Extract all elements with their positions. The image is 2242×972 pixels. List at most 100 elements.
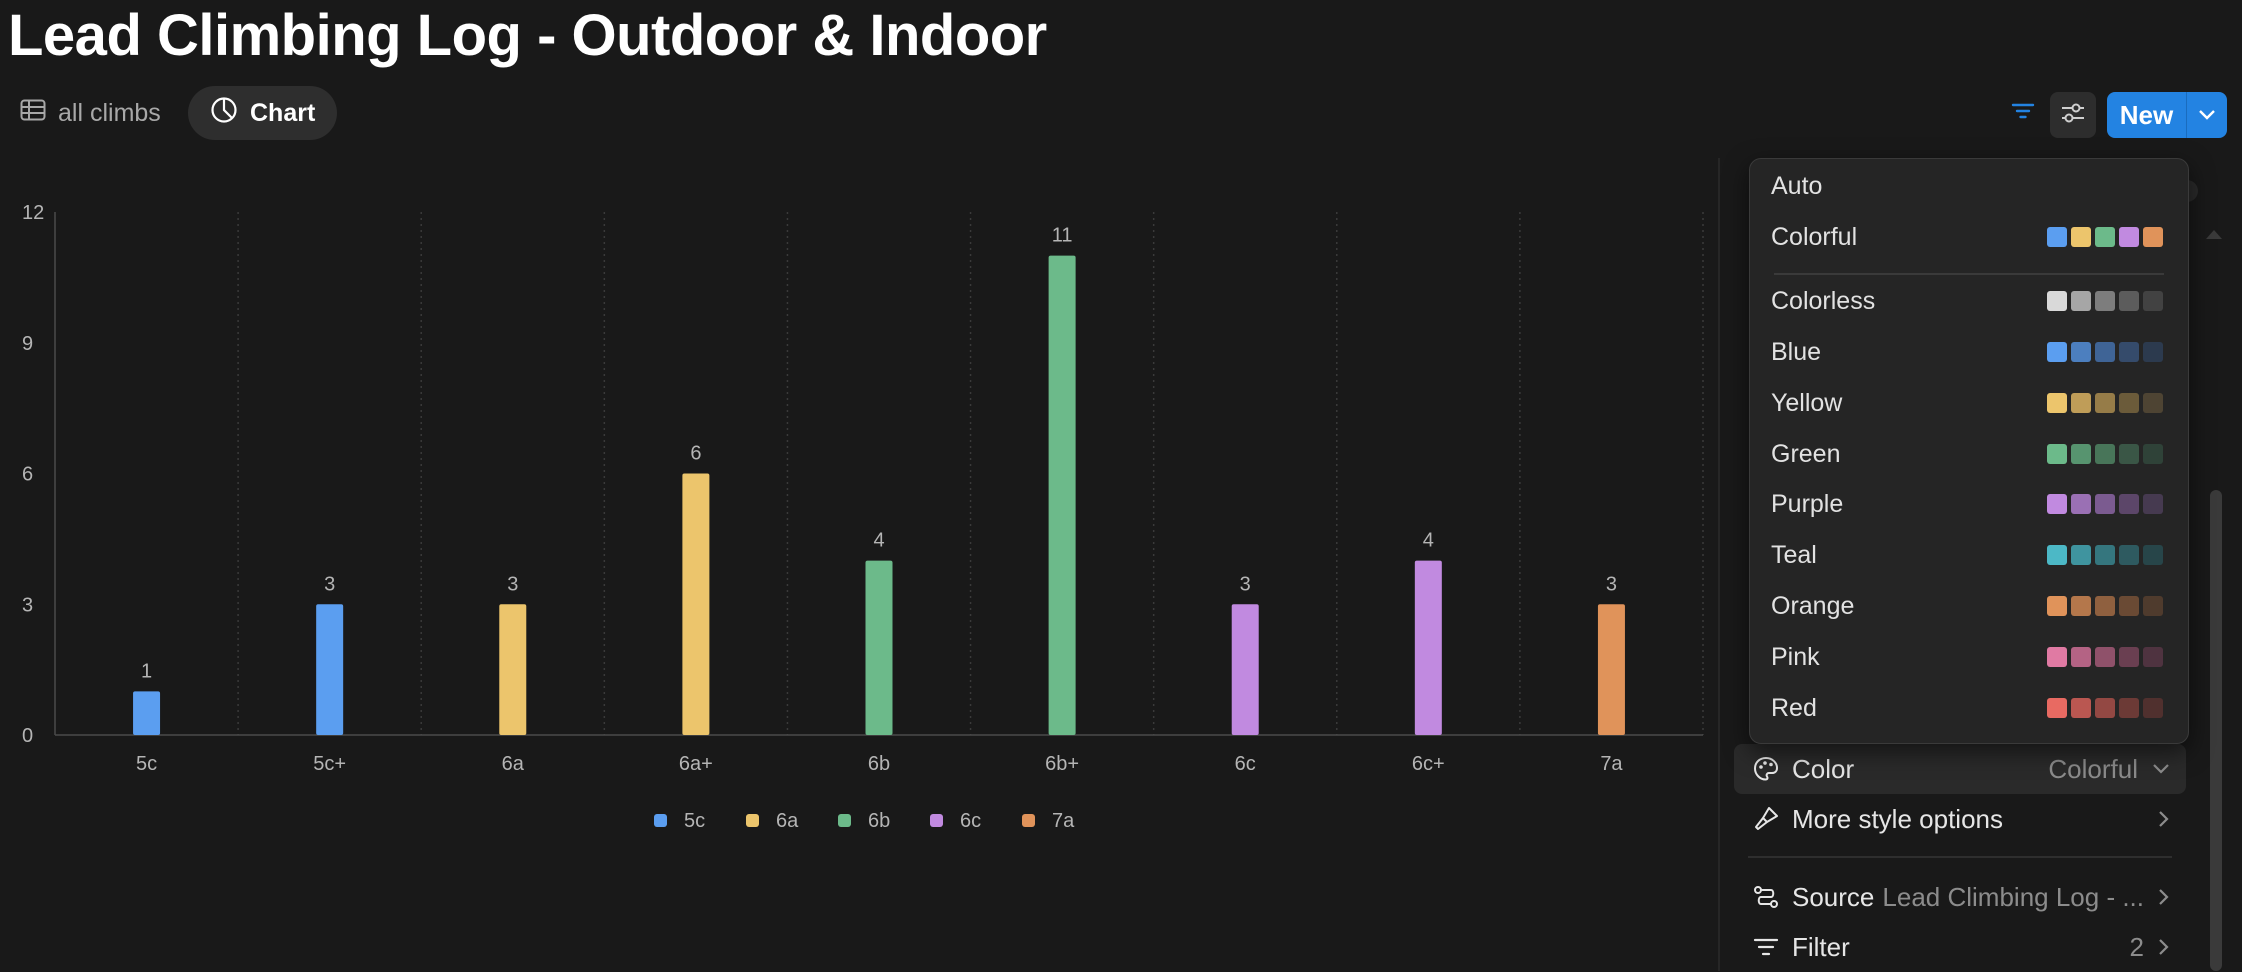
source-row[interactable]: Source Lead Climbing Log - ...: [1734, 872, 2186, 922]
swatch: [2071, 393, 2091, 413]
swatch: [2047, 494, 2067, 514]
swatch: [2143, 545, 2163, 565]
swatch: [2143, 342, 2163, 362]
bar-6c[interactable]: [1231, 604, 1259, 735]
x-tick-label: 6c: [1235, 753, 1256, 775]
legend-label: 5c: [684, 810, 705, 832]
swatch: [2143, 393, 2163, 413]
panel-divider: [1718, 158, 1720, 971]
chevron-right-icon: [2158, 938, 2170, 956]
pie-chart-icon: [210, 96, 250, 131]
color-option-label: Colorless: [1771, 286, 1876, 315]
color-option-colorless[interactable]: Colorless: [1750, 276, 2188, 326]
bar-value-label: 3: [507, 573, 518, 595]
swatch: [2119, 494, 2139, 514]
swatch: [2071, 494, 2091, 514]
color-swatches: [2047, 698, 2163, 718]
filter-icon: [1752, 935, 1792, 959]
palette-icon: [1752, 755, 1792, 783]
new-button[interactable]: New: [2107, 92, 2227, 138]
bar-6c+[interactable]: [1414, 560, 1442, 735]
color-swatches: [2047, 393, 2163, 413]
scroll-up-arrow[interactable]: [2206, 230, 2222, 239]
legend-swatch: [930, 814, 943, 827]
swatch: [2095, 494, 2115, 514]
swatch: [2143, 444, 2163, 464]
color-option-label: Pink: [1771, 642, 1820, 671]
tab-chart[interactable]: Chart: [188, 86, 338, 140]
color-option-label: Red: [1771, 693, 1817, 722]
bar-6b+[interactable]: [1048, 255, 1076, 735]
swatch: [2047, 227, 2067, 247]
swatch: [2071, 698, 2091, 718]
chevron-down-icon[interactable]: [2187, 92, 2227, 138]
bar-value-label: 3: [1240, 573, 1251, 595]
bar-7a[interactable]: [1597, 604, 1625, 735]
color-option-yellow[interactable]: Yellow: [1750, 378, 2188, 428]
bar-6a+[interactable]: [682, 473, 710, 736]
swatch: [2047, 393, 2067, 413]
filter-button[interactable]: [2006, 96, 2040, 130]
new-button-label[interactable]: New: [2107, 92, 2187, 138]
swatch: [2143, 647, 2163, 667]
color-swatches: [2047, 545, 2163, 565]
color-swatches: [2047, 444, 2163, 464]
swatch: [2143, 494, 2163, 514]
swatch: [2119, 698, 2139, 718]
table-icon: [20, 99, 58, 128]
bar-value-label: 11: [1052, 225, 1073, 247]
color-option-red[interactable]: Red: [1750, 683, 2188, 733]
x-tick-label: 5c+: [313, 753, 346, 775]
swatch: [2095, 647, 2115, 667]
color-option-label: Teal: [1771, 540, 1817, 569]
chevron-right-icon: [2158, 810, 2170, 828]
color-value: Colorful: [2048, 753, 2138, 784]
more-style-options-row[interactable]: More style options: [1734, 794, 2186, 844]
color-swatches: [2047, 291, 2163, 311]
bar-value-label: 6: [690, 443, 701, 465]
swatch: [2095, 596, 2115, 616]
filter-icon: [2011, 101, 2035, 126]
swatch: [2143, 596, 2163, 616]
legend-label: 6c: [960, 810, 981, 832]
sliders-icon: [2060, 102, 2086, 129]
swatch: [2119, 342, 2139, 362]
color-option-green[interactable]: Green: [1750, 429, 2188, 479]
swatch: [2071, 227, 2091, 247]
color-swatches: [2047, 647, 2163, 667]
brush-icon: [1752, 805, 1792, 833]
settings-button[interactable]: [2050, 92, 2096, 138]
legend-label: 6b: [868, 810, 890, 832]
color-option-purple[interactable]: Purple: [1750, 479, 2188, 529]
bar-6a[interactable]: [499, 604, 527, 735]
tab-label: all climbs: [58, 98, 161, 127]
x-tick-label: 6b+: [1045, 753, 1079, 775]
swatch: [2047, 342, 2067, 362]
bar-6b[interactable]: [865, 560, 893, 735]
source-label: Source: [1792, 881, 1875, 912]
color-option-auto[interactable]: Auto: [1750, 161, 2188, 211]
swatch: [2119, 596, 2139, 616]
bar-5c[interactable]: [133, 691, 161, 735]
swatch: [2047, 291, 2067, 311]
swatch: [2095, 545, 2115, 565]
swatch: [2119, 444, 2139, 464]
y-tick-label: 0: [22, 725, 33, 747]
color-option-colorful[interactable]: Colorful: [1750, 212, 2188, 262]
swatch: [2095, 393, 2115, 413]
legend-swatch: [654, 814, 667, 827]
color-option-blue[interactable]: Blue: [1750, 327, 2188, 377]
swatch: [2071, 545, 2091, 565]
swatch: [2119, 393, 2139, 413]
color-option-teal[interactable]: Teal: [1750, 530, 2188, 580]
x-tick-label: 6b: [868, 753, 890, 775]
bar-5c+[interactable]: [316, 604, 344, 735]
scrollbar-thumb[interactable]: [2210, 490, 2222, 971]
tab-all-climbs[interactable]: all climbs: [8, 86, 177, 140]
swatch: [2119, 647, 2139, 667]
filter-row[interactable]: Filter 2: [1734, 922, 2186, 972]
color-option-orange[interactable]: Orange: [1750, 581, 2188, 631]
swatch: [2071, 444, 2091, 464]
color-option-pink[interactable]: Pink: [1750, 632, 2188, 682]
color-setting-row[interactable]: Color Colorful: [1734, 744, 2186, 794]
